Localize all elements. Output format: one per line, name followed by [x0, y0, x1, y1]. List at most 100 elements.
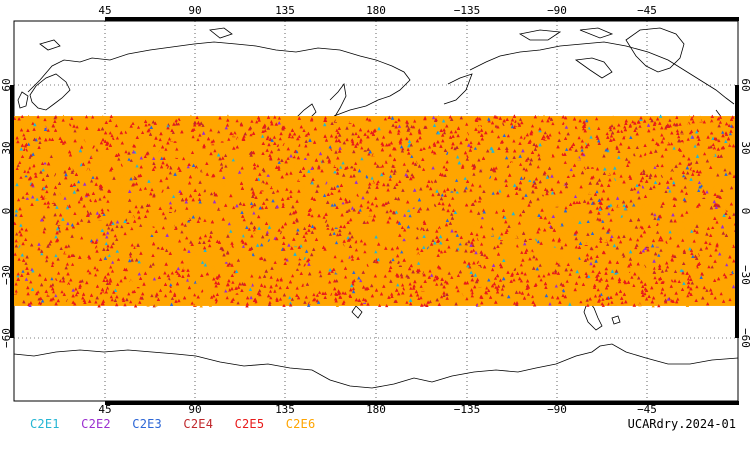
observation-point: [312, 292, 316, 297]
observation-point: [261, 134, 265, 138]
observation-point: [526, 292, 530, 296]
observation-point: [416, 247, 420, 251]
observation-point: [445, 233, 449, 237]
observation-point: [677, 135, 681, 139]
observation-point: [15, 166, 19, 170]
observation-point: [325, 182, 329, 186]
observation-point: [59, 200, 63, 204]
observation-point: [90, 267, 94, 272]
observation-point: [36, 115, 40, 119]
observation-point: [335, 128, 339, 132]
observation-point: [519, 162, 523, 166]
observation-point: [562, 179, 566, 183]
observation-point: [410, 173, 414, 177]
observation-point: [672, 122, 676, 126]
observation-point: [186, 165, 190, 169]
observation-point: [527, 116, 531, 120]
observation-point: [288, 212, 292, 216]
observation-point: [561, 182, 565, 186]
observation-point: [182, 156, 186, 161]
observation-point: [38, 257, 43, 261]
observation-point: [661, 181, 665, 185]
observation-point: [180, 257, 184, 261]
observation-point: [540, 224, 544, 228]
observation-point: [300, 230, 304, 234]
observation-point: [672, 183, 676, 187]
observation-point: [397, 286, 401, 290]
observation-point: [457, 282, 461, 286]
observation-point: [507, 259, 511, 263]
observation-point: [424, 242, 428, 246]
observation-point: [694, 124, 698, 128]
observation-point: [496, 130, 500, 134]
observation-point: [27, 142, 31, 146]
observation-point: [47, 179, 51, 183]
observation-point: [269, 120, 273, 124]
observation-point: [81, 299, 85, 303]
observation-point: [622, 144, 626, 148]
observation-point: [198, 209, 202, 213]
observation-point: [85, 146, 89, 150]
observation-point: [236, 258, 240, 262]
observation-point: [581, 228, 585, 232]
observation-point: [424, 298, 428, 303]
observation-point: [54, 253, 58, 258]
observation-point: [710, 265, 714, 269]
observation-point: [142, 163, 146, 167]
observation-point: [250, 283, 255, 287]
observation-point: [406, 147, 410, 151]
observation-point: [465, 297, 469, 301]
observation-point: [353, 157, 357, 161]
observation-point: [469, 144, 473, 149]
observation-point: [437, 115, 441, 119]
observation-point: [144, 169, 148, 173]
observation-point: [78, 193, 82, 197]
observation-point: [332, 231, 336, 235]
observation-point: [127, 292, 131, 296]
north-america-coast: [469, 41, 735, 105]
observation-point: [463, 281, 467, 285]
observation-point: [710, 251, 714, 255]
observation-point: [423, 240, 428, 244]
observation-point: [112, 273, 116, 278]
observation-point: [474, 268, 478, 272]
observation-point: [255, 120, 259, 124]
observation-point: [500, 287, 504, 291]
observation-point: [190, 150, 195, 154]
observation-point: [706, 294, 710, 298]
observation-point: [184, 142, 188, 147]
observation-point: [495, 239, 499, 243]
observation-point: [65, 262, 69, 266]
observation-point: [485, 286, 489, 290]
observation-point: [19, 175, 23, 179]
observation-point: [317, 131, 321, 135]
observation-point: [35, 259, 39, 263]
observation-point: [557, 197, 561, 201]
observation-point: [589, 291, 594, 295]
observation-point: [652, 127, 656, 131]
observation-point: [410, 154, 414, 158]
observation-point: [574, 245, 578, 249]
observation-point: [323, 164, 328, 169]
observation-point: [389, 174, 393, 178]
observation-point: [289, 194, 293, 198]
observation-point: [169, 283, 173, 287]
observation-point: [24, 237, 28, 241]
observation-point: [273, 260, 277, 264]
observation-point: [641, 252, 645, 256]
observation-point: [172, 194, 176, 198]
observation-point: [711, 135, 715, 139]
observation-point: [690, 251, 694, 255]
observation-point: [494, 149, 498, 153]
observation-point: [636, 238, 640, 242]
observation-point: [100, 208, 104, 212]
observation-point: [129, 260, 133, 265]
observation-point: [668, 118, 672, 122]
observation-point: [685, 210, 689, 214]
observation-point: [718, 120, 722, 124]
observation-point: [719, 292, 723, 296]
observation-point: [327, 136, 331, 140]
observation-point: [442, 293, 446, 297]
observation-point: [563, 160, 567, 164]
observation-point: [539, 228, 543, 232]
